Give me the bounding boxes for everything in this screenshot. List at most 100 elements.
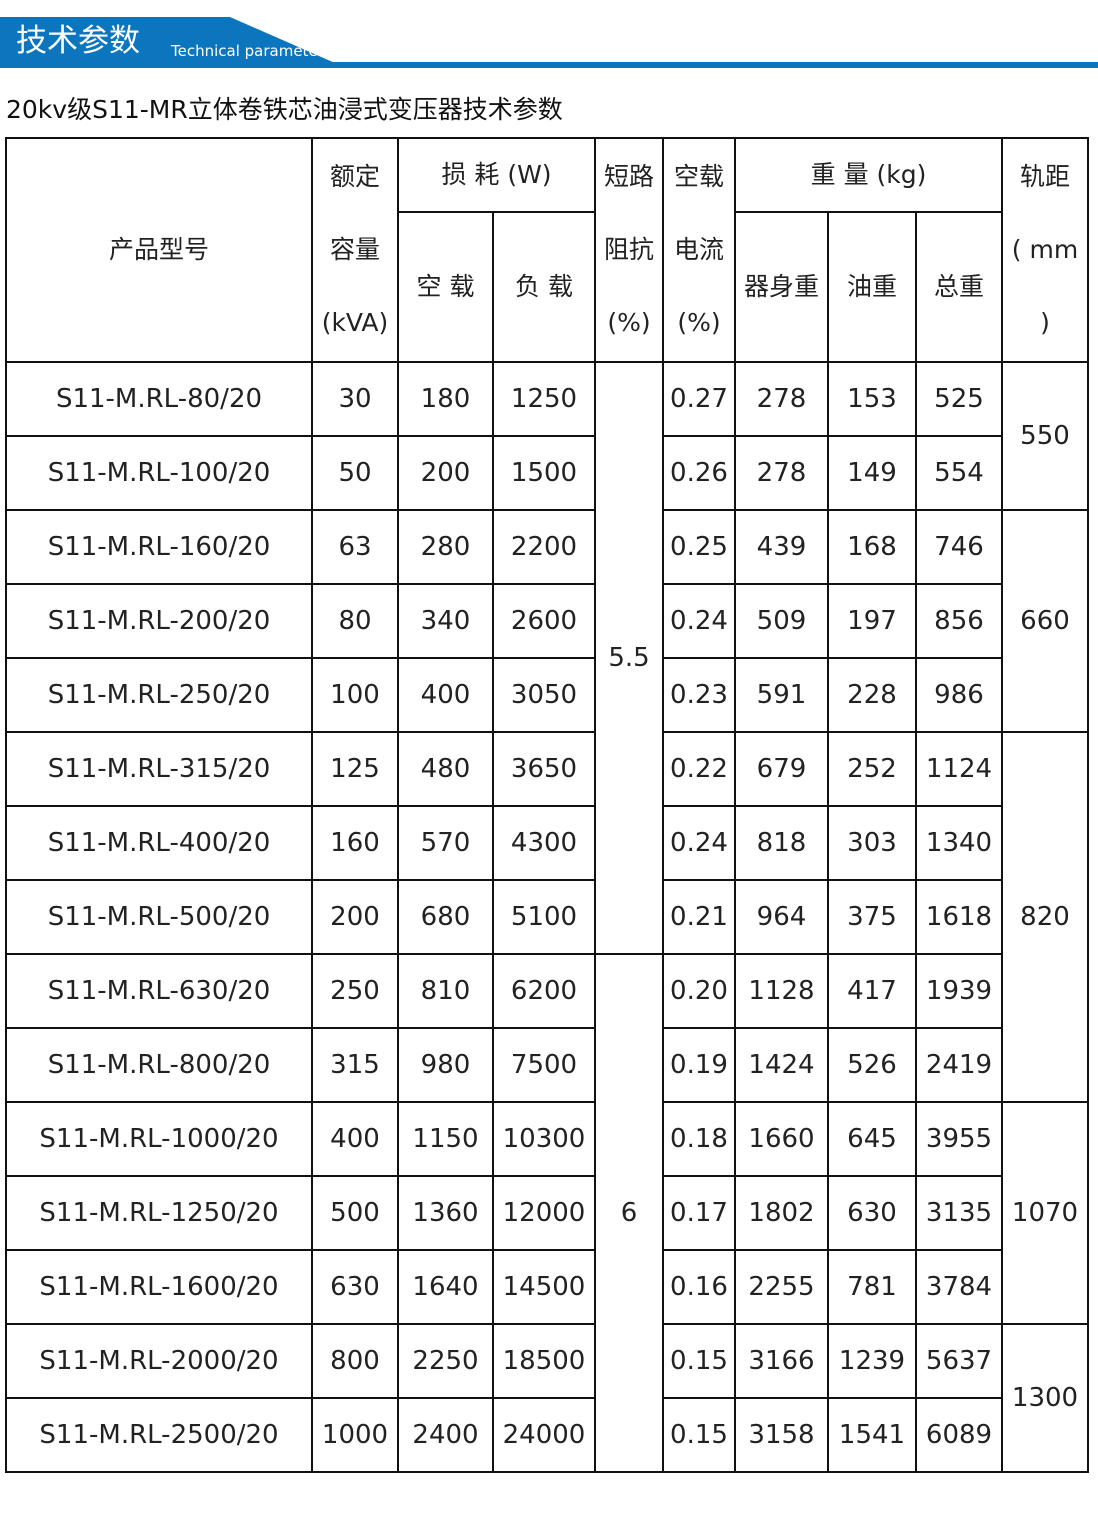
cell-loss-load: 4300 [492, 805, 596, 881]
cell-noload-current: 0.26 [662, 435, 736, 511]
cell-loss-noload: 810 [397, 953, 494, 1029]
cell-impedance: 6 [594, 953, 664, 1473]
cell-weight-total: 1618 [915, 879, 1003, 955]
cell-weight-oil: 1541 [827, 1397, 917, 1473]
cell-loss-load: 7500 [492, 1027, 596, 1103]
cell-weight-total: 746 [915, 509, 1003, 585]
cell-weight-total: 5637 [915, 1323, 1003, 1399]
cell-weight-body: 964 [734, 879, 829, 955]
cell-capacity: 1000 [311, 1397, 399, 1473]
cell-capacity: 125 [311, 731, 399, 807]
cell-weight-body: 439 [734, 509, 829, 585]
header-loss: 损 耗 (W) [397, 137, 596, 213]
cell-model: S11-M.RL-315/20 [5, 731, 313, 807]
cell-loss-noload: 1360 [397, 1175, 494, 1251]
cell-noload-current: 0.18 [662, 1101, 736, 1177]
cell-model: S11-M.RL-1600/20 [5, 1249, 313, 1325]
cell-weight-total: 986 [915, 657, 1003, 733]
document-title: 20kv级S11-MR立体卷铁芯油浸式变压器技术参数 [6, 95, 563, 124]
cell-weight-oil: 303 [827, 805, 917, 881]
cell-loss-load: 24000 [492, 1397, 596, 1473]
cell-loss-load: 12000 [492, 1175, 596, 1251]
cell-model: S11-M.RL-160/20 [5, 509, 313, 585]
cell-noload-current: 0.16 [662, 1249, 736, 1325]
cell-loss-noload: 680 [397, 879, 494, 955]
cell-weight-oil: 526 [827, 1027, 917, 1103]
cell-weight-oil: 417 [827, 953, 917, 1029]
cell-weight-body: 1128 [734, 953, 829, 1029]
cell-weight-body: 3166 [734, 1323, 829, 1399]
cell-loss-load: 6200 [492, 953, 596, 1029]
cell-capacity: 30 [311, 361, 399, 437]
cell-noload-current: 0.19 [662, 1027, 736, 1103]
cell-noload-current: 0.21 [662, 879, 736, 955]
table-row: S11-M.RL-315/20 125 480 3650 0.22 679 252 1124 8… [5, 731, 1089, 1103]
cell-weight-total: 1340 [915, 805, 1003, 881]
cell-weight-total: 3135 [915, 1175, 1003, 1251]
header-weight-body: 器身重 [734, 211, 829, 363]
cell-weight-oil: 197 [827, 583, 917, 659]
cell-weight-total: 1124 [915, 731, 1003, 807]
cell-weight-total: 856 [915, 583, 1003, 659]
cell-weight-total: 3955 [915, 1101, 1003, 1177]
cell-weight-oil: 168 [827, 509, 917, 585]
cell-loss-load: 5100 [492, 879, 596, 955]
header-model: 产品型号 [5, 137, 313, 363]
cell-loss-noload: 2250 [397, 1323, 494, 1399]
cell-weight-body: 1424 [734, 1027, 829, 1103]
cell-weight-total: 6089 [915, 1397, 1003, 1473]
cell-loss-noload: 280 [397, 509, 494, 585]
cell-loss-noload: 1640 [397, 1249, 494, 1325]
table-row: S11-M.RL-1250/20 500 1360 12000 0.17 1802 630 3… [5, 1175, 1088, 1251]
table-row: S11-M.RL-160/20 63 280 2200 0.25 439 168 746 660 [5, 509, 1089, 733]
table-row: S11-M.RL-500/20 200 680 5100 0.21 964 375 1618 [5, 879, 1088, 955]
cell-capacity: 63 [311, 509, 399, 585]
cell-loss-load: 14500 [492, 1249, 596, 1325]
table-row: S11-M.RL-250/20 100 400 3050 0.23 591 228 986 [5, 657, 1088, 733]
cell-gauge: 1070 [1001, 1101, 1089, 1325]
table-row: S11-M.RL-400/20 160 570 4300 0.24 818 303 1340 [5, 805, 1088, 881]
cell-weight-oil: 149 [827, 435, 917, 511]
cell-loss-load: 1250 [492, 361, 596, 437]
cell-loss-noload: 2400 [397, 1397, 494, 1473]
cell-capacity: 250 [311, 953, 399, 1029]
banner-strip [0, 62, 1098, 68]
cell-weight-body: 1802 [734, 1175, 829, 1251]
cell-noload-current: 0.24 [662, 805, 736, 881]
cell-noload-current: 0.20 [662, 953, 736, 1029]
cell-weight-body: 679 [734, 731, 829, 807]
cell-weight-body: 278 [734, 435, 829, 511]
cell-capacity: 200 [311, 879, 399, 955]
cell-noload-current: 0.24 [662, 583, 736, 659]
cell-weight-total: 3784 [915, 1249, 1003, 1325]
cell-weight-oil: 252 [827, 731, 917, 807]
table-row: S11-M.RL-2500/20 1000 2400 24000 0.15 3158 154… [5, 1397, 1088, 1473]
cell-noload-current: 0.15 [662, 1397, 736, 1473]
cell-weight-total: 2419 [915, 1027, 1003, 1103]
cell-capacity: 500 [311, 1175, 399, 1251]
cell-capacity: 160 [311, 805, 399, 881]
cell-model: S11-M.RL-2500/20 [5, 1397, 313, 1473]
table-row: S11-M.RL-2000/20 800 2250 18500 0.15 3166 1239… [5, 1323, 1089, 1473]
cell-noload-current: 0.17 [662, 1175, 736, 1251]
cell-noload-current: 0.23 [662, 657, 736, 733]
cell-noload-current: 0.15 [662, 1323, 736, 1399]
cell-loss-load: 18500 [492, 1323, 596, 1399]
cell-loss-load: 10300 [492, 1101, 596, 1177]
cell-weight-total: 554 [915, 435, 1003, 511]
cell-capacity: 100 [311, 657, 399, 733]
cell-weight-body: 591 [734, 657, 829, 733]
table-row: S11-M.RL-100/20 50 200 1500 0.26 278 149 554 [5, 435, 1088, 511]
cell-gauge: 660 [1001, 509, 1089, 733]
table-row: S11-M.RL-1600/20 630 1640 14500 0.16 2255 781 3… [5, 1249, 1088, 1325]
cell-capacity: 315 [311, 1027, 399, 1103]
table-row: S11-M.RL-200/20 80 340 2600 0.24 509 197 856 [5, 583, 1088, 659]
cell-weight-total: 1939 [915, 953, 1003, 1029]
cell-weight-body: 278 [734, 361, 829, 437]
cell-weight-oil: 645 [827, 1101, 917, 1177]
table-row: S11-M.RL-630/20 250 810 6200 6 0.20 1128 417 193… [5, 953, 1088, 1473]
header-noload-current: 空载 电流 (%) [662, 137, 736, 363]
cell-noload-current: 0.27 [662, 361, 736, 437]
table-row: S11-M.RL-1000/20 400 1150 10300 0.18 1660 645 3… [5, 1101, 1089, 1325]
header-gauge: 轨距( mm) [1001, 137, 1089, 363]
